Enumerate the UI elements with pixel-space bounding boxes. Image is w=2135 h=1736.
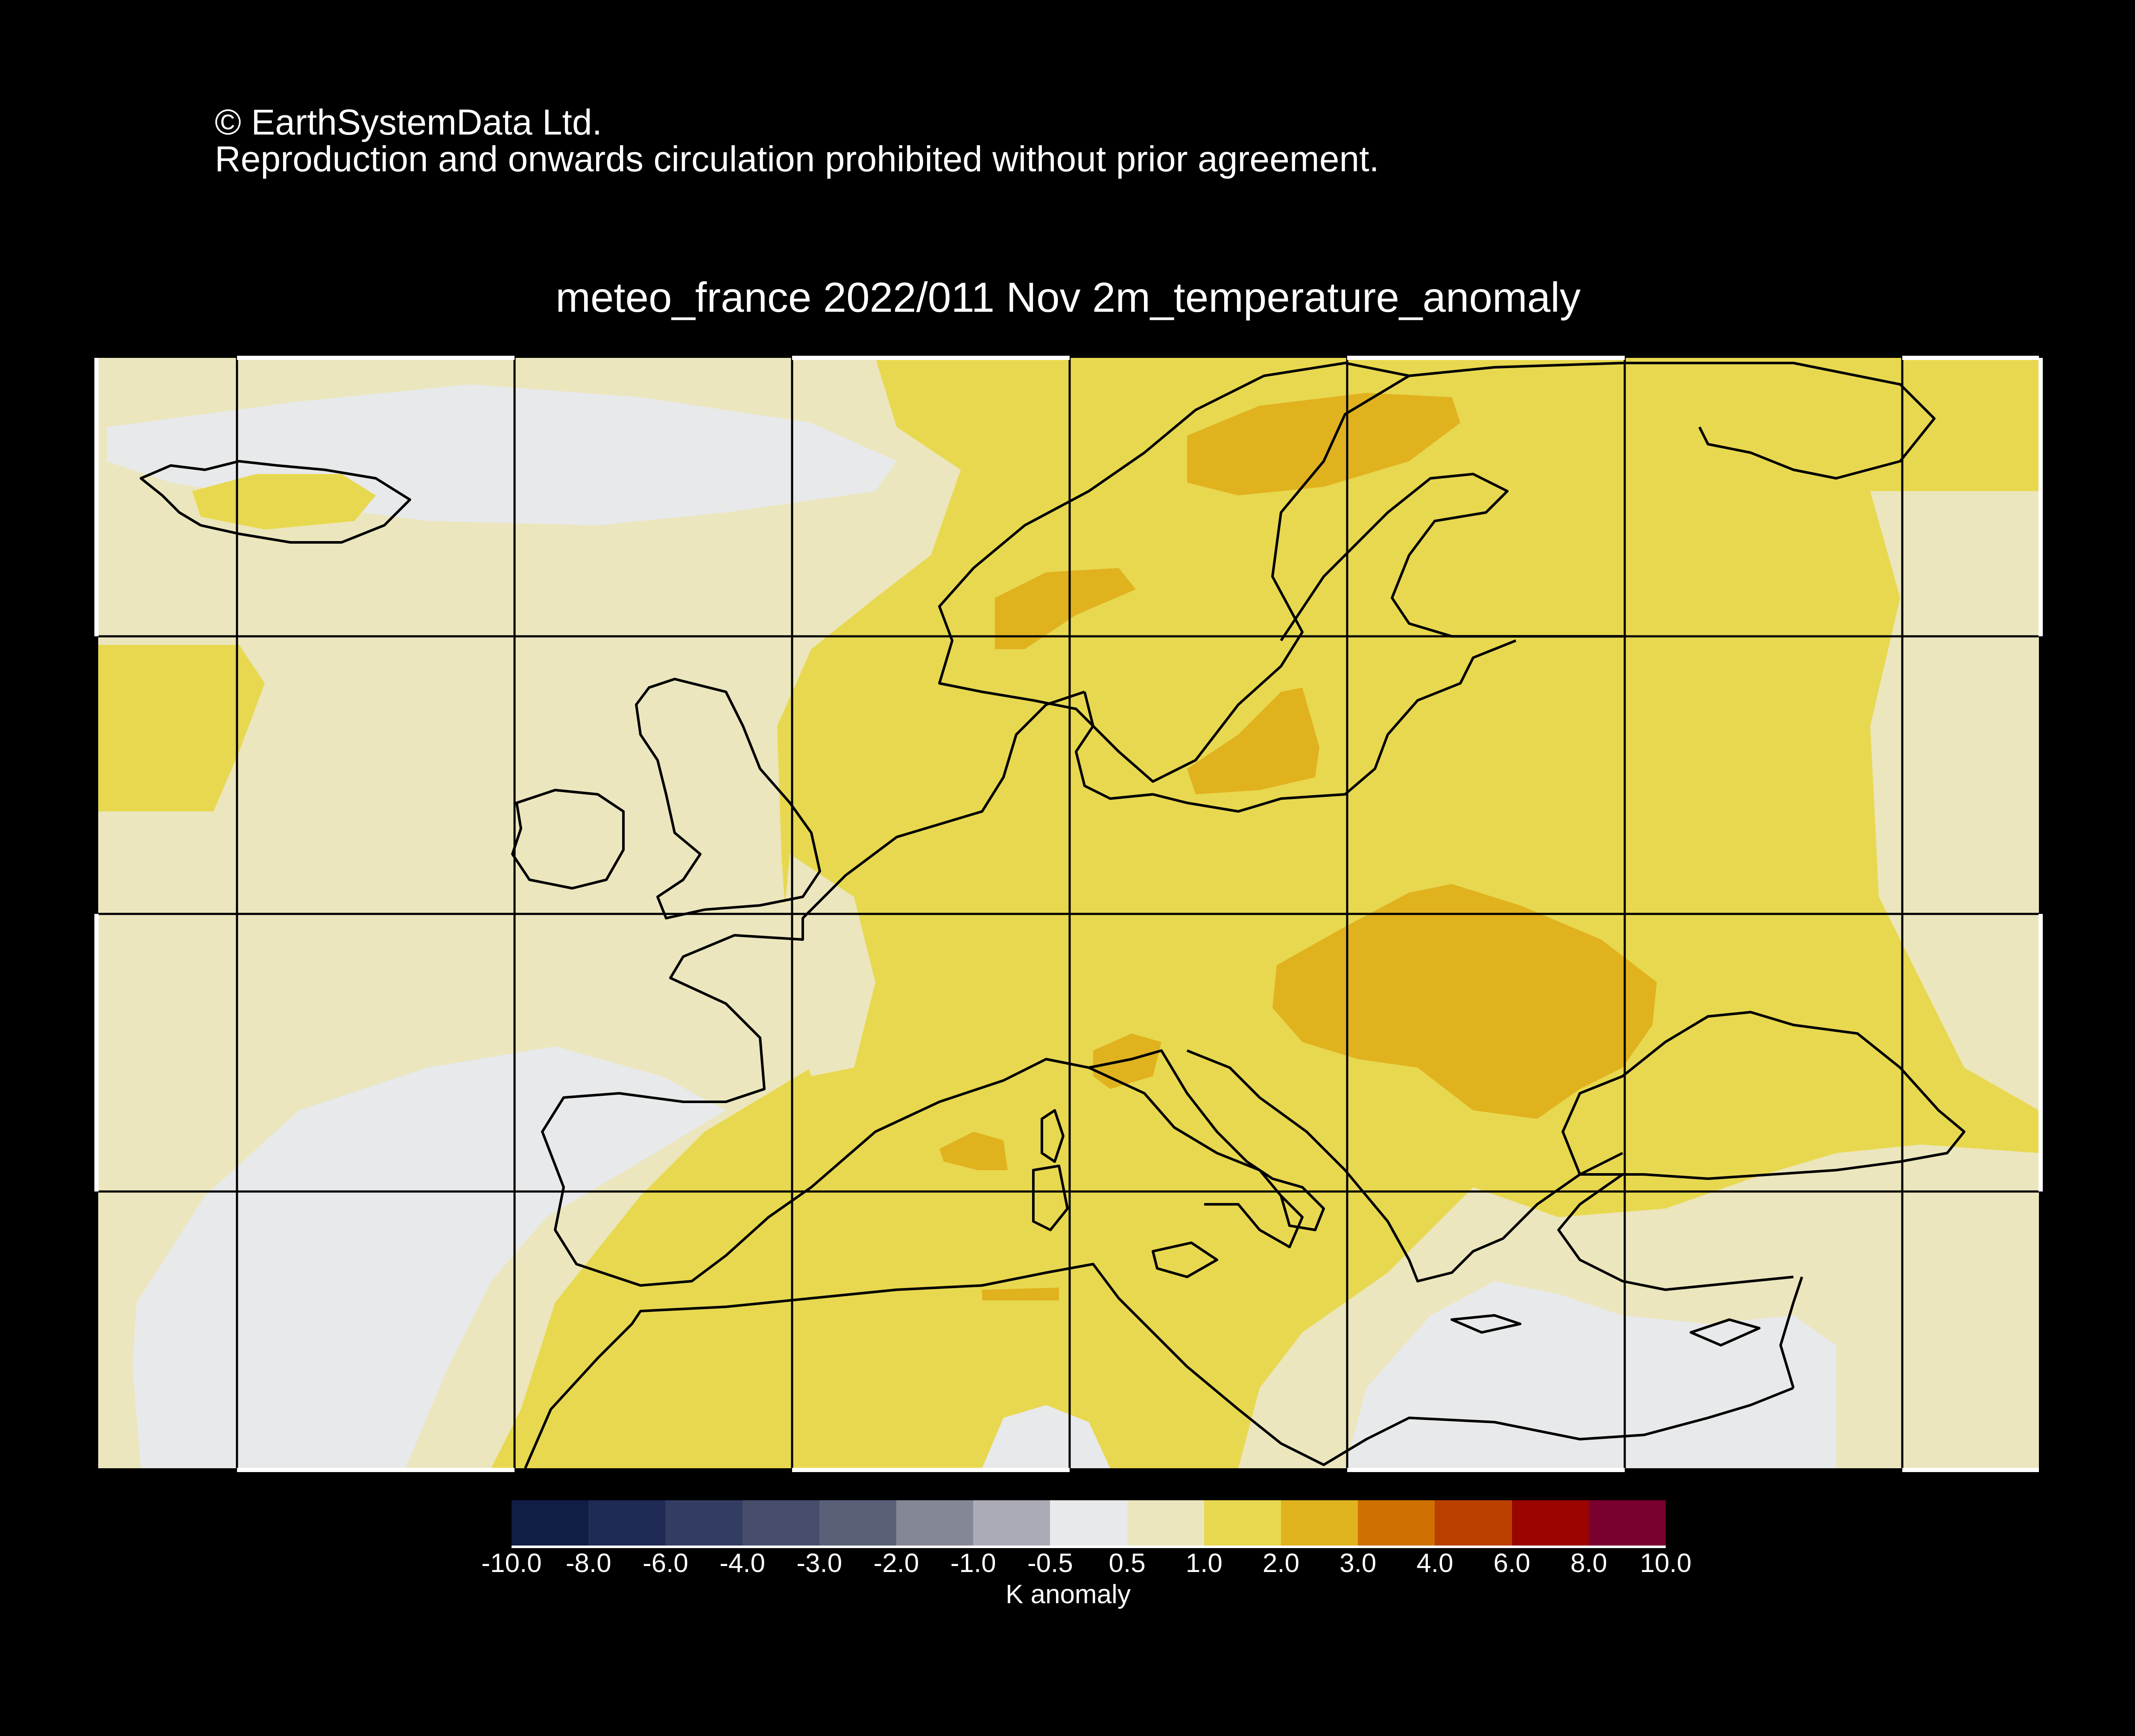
- colorbar-segment: [665, 1500, 743, 1547]
- coastline-black-sea: [1562, 1011, 1965, 1180]
- copyright-line-1: © EarthSystemData Ltd.: [215, 102, 602, 142]
- colorbar-segment: [1204, 1500, 1281, 1547]
- colorbar-segment: [512, 1500, 589, 1547]
- coastline-baltic: [1075, 639, 1517, 813]
- colorbar-segment: [1358, 1500, 1435, 1547]
- colorbar-label: K anomaly: [1006, 1580, 1131, 1609]
- colorbar-tick-label: -3.0: [796, 1549, 842, 1578]
- colorbar-tick-label: -4.0: [719, 1549, 766, 1578]
- graticule: [98, 358, 2039, 1468]
- coastline-balkans: [1186, 1049, 1623, 1282]
- coastline-levant: [1779, 1276, 1803, 1388]
- colorbar-tick-label: -6.0: [642, 1549, 688, 1578]
- map-field: [98, 358, 2039, 1468]
- colorbar-tick-label: -2.0: [873, 1549, 919, 1578]
- colorbar-segment: [819, 1500, 897, 1547]
- colorbar-tick-label: -1.0: [950, 1549, 996, 1578]
- anomaly-band-0.5-1-france: [777, 854, 875, 1076]
- coastlines: [140, 362, 1965, 1468]
- colorbar: [512, 1500, 1666, 1547]
- colorbar-tick-label: -0.5: [1027, 1549, 1073, 1578]
- map-frame-ticks: [94, 356, 2043, 1472]
- coastline-corsica: [1041, 1109, 1065, 1163]
- colorbar-baseline: [512, 1546, 1666, 1548]
- coastline-sardinia: [1032, 1165, 1069, 1231]
- colorbar-tick-label: 4.0: [1416, 1549, 1454, 1578]
- anomaly-band-2-3-norway: [995, 568, 1136, 649]
- anomaly-band-2-3-baltic: [1187, 688, 1319, 794]
- colorbar-tick-label: 8.0: [1570, 1549, 1607, 1578]
- coastline-north-africa: [524, 1263, 1794, 1468]
- anomaly-band-0.5-1-northeast: [1870, 491, 2039, 1110]
- colorbar-segment: [742, 1500, 819, 1547]
- anomaly-band-2-3-corsica: [939, 1132, 1008, 1170]
- colorbar-tick-label: 0.5: [1108, 1549, 1146, 1578]
- anomaly-band-2-3-eastern-europe: [1272, 884, 1657, 1119]
- colorbar-segment: [1127, 1500, 1204, 1547]
- colorbar-segment: [1512, 1500, 1589, 1547]
- colorbar-segment: [588, 1500, 666, 1547]
- colorbar-segment: [1588, 1500, 1666, 1547]
- copyright-line-2: Reproduction and onwards circulation pro…: [215, 139, 1379, 179]
- anomaly-band-neutral-iberia: [132, 1046, 726, 1468]
- colorbar-tick-label: 2.0: [1262, 1549, 1300, 1578]
- colorbar-tick-label: 1.0: [1185, 1549, 1223, 1578]
- coastline-kola: [1409, 362, 1936, 480]
- colorbar-segment: [973, 1500, 1050, 1547]
- coastline-great-britain: [635, 678, 821, 919]
- colorbar-tick-label: -8.0: [565, 1549, 611, 1578]
- coastline-crete: [1451, 1314, 1521, 1334]
- coastline-western-europe: [541, 691, 1304, 1287]
- coastline-finland: [1280, 473, 1623, 641]
- colorbar-tick-label: -10.0: [481, 1549, 542, 1578]
- colorbar-tick-label: 3.0: [1339, 1549, 1377, 1578]
- anomaly-band-1-2-atlantic: [98, 645, 265, 811]
- colorbar-ticks: -10.0 -8.0 -6.0 -4.0 -3.0 -2.0 -1.0 -0.5 0.5 1.0 2…: [481, 1548, 1691, 1582]
- coastline-italy: [1088, 1049, 1325, 1231]
- coastline-iceland: [140, 460, 411, 544]
- colorbar-segment: [1435, 1500, 1512, 1547]
- coastline-anatolia: [1557, 1173, 1794, 1291]
- coastline-cyprus: [1690, 1318, 1761, 1347]
- coastline-sicily: [1152, 1241, 1218, 1278]
- colorbar-tick-label: 6.0: [1493, 1549, 1530, 1578]
- anomaly-band-2-3-algeria: [982, 1288, 1059, 1300]
- copyright-notice: © EarthSystemData Ltd. Reproduction and …: [215, 104, 1379, 177]
- coastline-scandinavia: [938, 362, 1410, 783]
- anomaly-band-neutral-africa: [982, 1405, 1110, 1468]
- map-title: meteo_france 2022/011 Nov 2m_temperature…: [556, 274, 1581, 321]
- colorbar-segment: [896, 1500, 974, 1547]
- colorbar-tick-label: 10.0: [1640, 1549, 1692, 1578]
- colorbar-segment: [1281, 1500, 1358, 1547]
- colorbar-segment: [1050, 1500, 1127, 1547]
- anomaly-band-2-3-north-scandinavia: [1187, 393, 1460, 495]
